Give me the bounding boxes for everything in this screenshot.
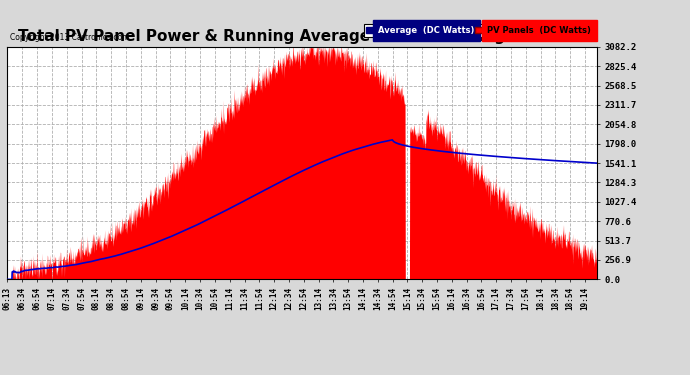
Legend: Average  (DC Watts), PV Panels  (DC Watts): Average (DC Watts), PV Panels (DC Watts) <box>364 24 593 37</box>
Title: Total PV Panel Power & Running Average Power Thu Aug 29 19:30: Total PV Panel Power & Running Average P… <box>18 29 586 44</box>
Text: Copyright 2013 Cartronics.com: Copyright 2013 Cartronics.com <box>10 33 129 42</box>
